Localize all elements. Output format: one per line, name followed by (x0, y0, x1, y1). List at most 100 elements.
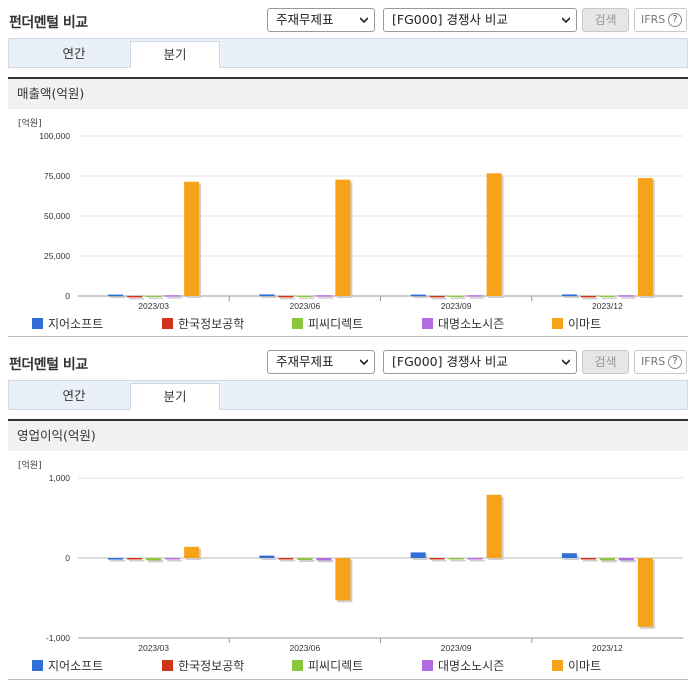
panel-header: 펀더멘털 비교 주재무제표 [FG000] 경쟁사 비교 검색 IFRS ? (0, 342, 696, 380)
bar-korea-info-eng-2023-03[interactable] (127, 558, 143, 560)
statement-type-select[interactable]: 주재무제표 (267, 8, 375, 32)
bar-shadow (431, 560, 447, 562)
tab-annual[interactable]: 연간 (62, 46, 86, 61)
legend-item-gs-soft[interactable]: 지어소프트 (32, 659, 103, 673)
unit-label: [억원] (18, 119, 42, 129)
bar-korea-info-eng-2023-12[interactable] (580, 295, 596, 298)
bar-shadow (582, 560, 598, 562)
ifrs-help-button[interactable]: IFRS ? (634, 350, 687, 374)
bar-gs-soft-2023-06[interactable] (259, 555, 275, 558)
bar-shadow (620, 297, 636, 299)
peer-group-select[interactable]: [FG000] 경쟁사 비교 (383, 8, 577, 32)
legend-item-pc-direct[interactable]: 피씨디렉트 (292, 317, 363, 331)
bar-shadow (469, 297, 485, 299)
bar-korea-info-eng-2023-12[interactable] (580, 558, 596, 560)
bar-emart-2023-09[interactable] (486, 173, 502, 296)
operating-income-chart-box: 영업이익(억원) [억원] -1,000 0 1,000 2023/03 2023/06… (8, 419, 688, 681)
legend-item-korea-info-eng[interactable]: 한국정보공학 (162, 659, 244, 673)
legend-item-gs-soft[interactable]: 지어소프트 (32, 317, 103, 331)
bar-daemyung-sono-2023-12[interactable] (618, 558, 634, 561)
legend-swatch (32, 660, 43, 671)
bar-gs-soft-2023-03[interactable] (108, 294, 124, 297)
bar-korea-info-eng-2023-03[interactable] (127, 295, 143, 298)
bar-pc-direct-2023-03[interactable] (146, 558, 162, 561)
bar-pc-direct-2023-12[interactable] (599, 558, 615, 561)
ifrs-label: IFRS (641, 355, 666, 368)
bar-shadow (148, 560, 164, 563)
operating-income-chart-area: [억원] -1,000 0 1,000 2023/03 2023/06 2023/09 20… (8, 451, 688, 681)
bar-emart-2023-03[interactable] (184, 546, 200, 558)
bar-shadow (601, 560, 617, 563)
bar-daemyung-sono-2023-03[interactable] (165, 558, 181, 560)
x-tick-label: 2023/12 (592, 643, 623, 653)
bar-pc-direct-2023-12[interactable] (599, 295, 615, 298)
y-tick-label: 25,000 (44, 251, 70, 261)
bar-emart-2023-12[interactable] (637, 178, 653, 296)
panel-title: 펀더멘털 비교 (9, 15, 88, 31)
peer-group-select[interactable]: [FG000] 경쟁사 비교 (383, 350, 577, 374)
x-tick-label: 2023/09 (441, 643, 472, 653)
legend-item-emart[interactable]: 이마트 (552, 317, 601, 331)
bar-korea-info-eng-2023-06[interactable] (278, 295, 294, 298)
legend-label: 이마트 (568, 317, 602, 331)
bar-shadow (412, 296, 428, 299)
sales-chart-box: 매출액(억원) [억원] 0 25,000 50,000 75,000 100,000 2… (8, 77, 688, 339)
bar-shadow (261, 557, 277, 560)
chart-caption: 영업이익(억원) (8, 421, 688, 451)
legend-item-korea-info-eng[interactable]: 한국정보공학 (162, 317, 244, 331)
fundamental-panel-operating-income: 펀더멘털 비교 주재무제표 [FG000] 경쟁사 비교 검색 IFRS ? 연… (0, 342, 696, 681)
bar-daemyung-sono-2023-12[interactable] (618, 295, 634, 297)
legend-item-pc-direct[interactable]: 피씨디렉트 (292, 659, 363, 673)
bar-emart-2023-03[interactable] (184, 181, 200, 296)
bar-pc-direct-2023-06[interactable] (297, 295, 313, 298)
tab-annual[interactable]: 연간 (62, 388, 86, 403)
bar-gs-soft-2023-06[interactable] (259, 294, 275, 296)
legend-item-emart[interactable]: 이마트 (552, 659, 601, 673)
ifrs-label: IFRS (641, 13, 666, 26)
bar-pc-direct-2023-03[interactable] (146, 295, 162, 298)
bar-daemyung-sono-2023-06[interactable] (316, 558, 332, 561)
y-tick-label: 100,000 (39, 131, 70, 141)
bar-daemyung-sono-2023-09[interactable] (467, 558, 483, 560)
statement-type-select[interactable]: 주재무제표 (267, 350, 375, 374)
bar-gs-soft-2023-03[interactable] (108, 558, 124, 560)
legend-swatch (422, 660, 433, 671)
bar-daemyung-sono-2023-06[interactable] (316, 295, 332, 297)
legend-label: 지어소프트 (48, 317, 104, 331)
bar-emart-2023-06[interactable] (335, 558, 351, 601)
bar-pc-direct-2023-09[interactable] (448, 295, 464, 298)
legend-label: 이마트 (568, 659, 602, 673)
bar-pc-direct-2023-06[interactable] (297, 558, 313, 560)
bar-shadow (110, 560, 126, 562)
panel-title: 펀더멘털 비교 (9, 357, 88, 373)
search-button[interactable]: 검색 (582, 350, 629, 374)
bar-korea-info-eng-2023-09[interactable] (429, 558, 445, 560)
legend-item-daemyung-sono[interactable]: 대명소노시즌 (422, 317, 504, 331)
ifrs-help-button[interactable]: IFRS ? (634, 8, 687, 32)
bar-gs-soft-2023-09[interactable] (410, 294, 426, 297)
y-tick-label: 0 (65, 553, 70, 563)
x-tick-label: 2023/06 (290, 301, 321, 311)
bar-emart-2023-12[interactable] (637, 558, 653, 627)
bar-gs-soft-2023-12[interactable] (561, 294, 577, 296)
tab-quarterly[interactable]: 분기 (130, 383, 220, 410)
bar-pc-direct-2023-09[interactable] (448, 558, 464, 560)
bar-daemyung-sono-2023-03[interactable] (165, 295, 181, 297)
y-tick-label: 50,000 (44, 211, 70, 221)
bar-emart-2023-06[interactable] (335, 179, 351, 296)
bar-emart-2023-09[interactable] (486, 494, 502, 558)
chart-legend: 지어소프트 한국정보공학 피씨디렉트 대명소노시즌 이마트 (32, 659, 682, 673)
bar-shadow (450, 297, 466, 300)
legend-swatch (552, 318, 563, 329)
bar-gs-soft-2023-12[interactable] (561, 553, 577, 558)
bar-daemyung-sono-2023-09[interactable] (467, 295, 483, 297)
search-button[interactable]: 검색 (582, 8, 629, 32)
bar-gs-soft-2023-09[interactable] (410, 552, 426, 558)
bar-shadow (563, 296, 579, 298)
bar-korea-info-eng-2023-09[interactable] (429, 295, 445, 298)
bar-korea-info-eng-2023-06[interactable] (278, 558, 294, 560)
tab-quarterly[interactable]: 분기 (130, 41, 220, 68)
legend-swatch (422, 318, 433, 329)
legend-item-daemyung-sono[interactable]: 대명소노시즌 (422, 659, 504, 673)
operating-income-bar-chart: -1,000 0 1,000 2023/03 2023/06 2023/09 2023/12 (46, 473, 683, 653)
